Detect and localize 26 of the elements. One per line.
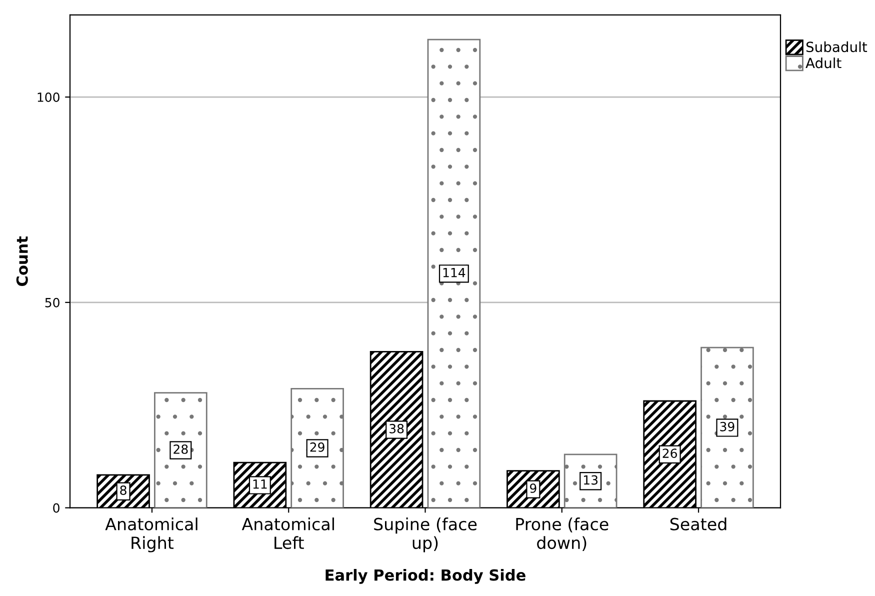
bar xyxy=(427,38,481,508)
y-tick-label: 100 xyxy=(38,92,60,102)
data-label: 39 xyxy=(720,422,734,432)
x-tick-label: Prone (face down) xyxy=(516,518,608,552)
x-tick-label: Anatomical Right xyxy=(105,518,198,552)
bar xyxy=(154,392,208,508)
y-axis-title: Count xyxy=(16,236,28,286)
data-label: 114 xyxy=(443,268,466,278)
data-label: 9 xyxy=(530,483,536,493)
bar xyxy=(700,346,754,508)
bar xyxy=(290,388,344,508)
y-tick-label: 0 xyxy=(53,503,60,513)
x-tick-label: Supine (face up) xyxy=(374,518,477,552)
legend-label: Subadult xyxy=(806,41,868,52)
data-label: 11 xyxy=(253,480,267,489)
x-tick-label: Seated xyxy=(670,518,726,530)
y-tick-label: 50 xyxy=(45,298,60,308)
data-label: 26 xyxy=(662,448,677,458)
data-label: 13 xyxy=(584,475,598,485)
x-axis-title: Early Period: Body Side xyxy=(326,568,526,584)
data-label: 8 xyxy=(120,486,126,495)
x-tick-label: Anatomical Left xyxy=(242,518,334,550)
legend-label: Adult xyxy=(806,58,842,68)
data-label: 38 xyxy=(390,424,404,434)
data-label: 28 xyxy=(174,444,188,454)
data-label: 29 xyxy=(310,442,324,452)
